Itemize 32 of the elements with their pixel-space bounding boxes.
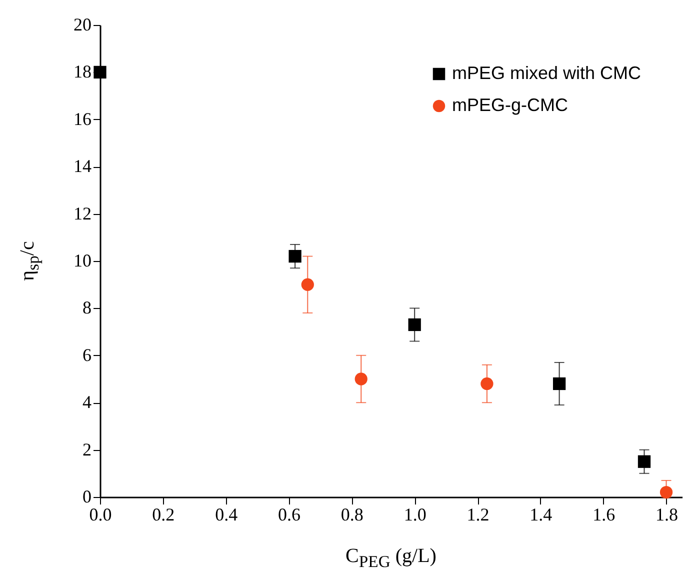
x-tick-label: 1.6 — [592, 504, 616, 524]
x-tick-label: 0.8 — [340, 504, 364, 524]
legend-label: mPEG mixed with CMC — [452, 63, 642, 83]
y-tick-label: 18 — [74, 62, 92, 82]
point — [354, 372, 368, 386]
point — [301, 278, 314, 291]
y-tick-label: 0 — [82, 486, 92, 506]
y-tick-label: 6 — [82, 344, 92, 365]
x-axis-title: C$_{PEG}$ (g/L) — [346, 545, 436, 572]
x-tick-label: 0.6 — [278, 504, 301, 524]
legend-label: mPEG-g-CMC — [452, 95, 568, 115]
x-tick-label: 0.2 — [152, 504, 175, 524]
y-tick-label: 14 — [74, 156, 92, 176]
y-tick-label: 16 — [74, 108, 92, 129]
point — [638, 455, 651, 468]
y-tick-label: 2 — [82, 439, 92, 460]
x-tick-label: 0.0 — [89, 504, 112, 524]
x-tick-label: 0.4 — [215, 504, 238, 524]
y-tick-label: 8 — [82, 298, 92, 318]
x-tick-label: 1.0 — [404, 504, 426, 524]
point — [94, 66, 106, 79]
point — [480, 377, 494, 390]
point — [408, 318, 421, 332]
x-tick-label: 1.2 — [466, 504, 490, 524]
point — [288, 250, 302, 263]
point — [552, 377, 566, 390]
x-tick-label: 1.8 — [656, 504, 678, 524]
y-tick-label: 12 — [74, 203, 92, 224]
y-tick-label: 4 — [82, 392, 92, 412]
y-tick-label: 10 — [74, 250, 92, 270]
x-tick-label: 1.4 — [530, 504, 552, 524]
y-tick-label: 20 — [74, 14, 92, 34]
